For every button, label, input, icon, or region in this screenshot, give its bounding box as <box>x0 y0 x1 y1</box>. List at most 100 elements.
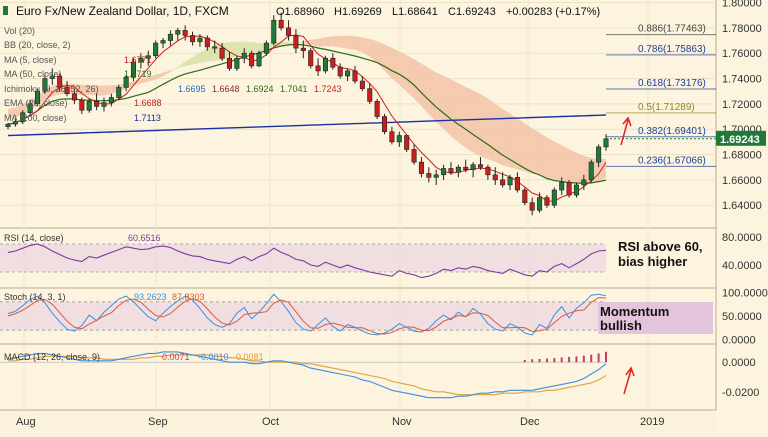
rsi-line <box>7 243 607 279</box>
candle-bearish <box>337 66 343 77</box>
candle-bullish <box>507 177 513 186</box>
macd-tick-label: -0.0200 <box>722 387 759 399</box>
macd-up-arrow <box>623 366 635 395</box>
candle-bearish <box>204 37 210 48</box>
ichimoku-cloud-segment <box>354 36 363 53</box>
candle-bullish <box>603 138 609 148</box>
ichimoku-cloud-segment <box>133 79 141 86</box>
ichimoku-cloud-segment <box>103 85 112 96</box>
ma5-label: MA (5, close) <box>4 55 57 65</box>
candle-bullish <box>27 103 33 114</box>
stoch-note-box <box>598 302 713 334</box>
candle-bearish <box>514 177 520 191</box>
ma50-line <box>7 43 607 184</box>
rsi-value: 60.6516 <box>128 233 161 243</box>
ichimoku-cloud-segment <box>332 35 341 48</box>
fib-level-label: 0.236(1.67066) <box>638 155 706 166</box>
candle-bullish <box>271 19 277 44</box>
candle-bullish <box>596 146 602 163</box>
ichimoku-cloud-segment <box>421 63 429 115</box>
candle-bullish <box>12 121 18 125</box>
candle-bearish <box>300 47 306 51</box>
x-tick-label: Sep <box>148 416 168 428</box>
ema-value: 1.6688 <box>134 98 162 108</box>
candle-bearish <box>94 101 100 107</box>
annotations: RSI above 60, bias higher Momentum bulli… <box>598 116 713 395</box>
ichimoku-cloud-segment <box>155 72 164 80</box>
stoch-note-line-2: bullish <box>600 318 642 333</box>
candle-bearish <box>566 182 572 196</box>
candle-bullish <box>588 161 594 181</box>
ma200-value: 1.7113 <box>134 113 161 123</box>
candle-bearish <box>529 202 535 211</box>
ichimoku-cloud-segment <box>251 42 260 54</box>
ichimoku-value-4: 1.7041 <box>280 84 308 94</box>
candle-bearish <box>485 166 491 176</box>
macd-tick-label: 0.0000 <box>722 357 756 369</box>
ma50-label: MA (50, close) <box>4 69 62 79</box>
rsi-note-line-1: RSI above 60, <box>618 239 703 254</box>
candle-bearish <box>219 47 225 59</box>
ichimoku-cloud-segment <box>569 149 577 184</box>
ichimoku-cloud-segment <box>199 48 208 64</box>
ichimoku-cloud-segment <box>450 79 459 143</box>
rsi-label: RSI (14, close) <box>4 233 64 243</box>
candle-bearish <box>492 174 498 181</box>
ichimoku-cloud-segment <box>192 52 200 65</box>
candle-bullish <box>470 164 476 171</box>
rsi-band <box>0 244 606 272</box>
ichimoku-cloud-segment <box>458 83 466 148</box>
candle-bullish <box>167 33 173 41</box>
candle-bullish <box>101 102 107 107</box>
ichimoku-cloud-segment <box>495 103 503 166</box>
candle-bearish <box>522 189 528 203</box>
ichimoku-cloud-segment <box>310 38 319 47</box>
vol-label: Vol (20) <box>4 26 35 36</box>
candle-bullish <box>108 97 114 103</box>
candle-bullish <box>537 197 543 211</box>
ichimoku-cloud-segment <box>406 55 415 99</box>
ma50-value: 1.6719 <box>124 69 152 79</box>
candle-bearish <box>57 75 63 88</box>
candle-bullish <box>123 76 129 88</box>
candle-bullish <box>5 123 11 127</box>
ichimoku-cloud-segment <box>517 118 525 172</box>
candle-bullish <box>581 179 587 186</box>
price-tick-label: 1.76000 <box>722 48 762 60</box>
ichimoku-cloud-segment <box>325 36 333 47</box>
ma5-value: 1.6771 <box>124 55 152 65</box>
candle-bullish <box>145 55 151 59</box>
candle-bearish <box>404 135 410 150</box>
ichimoku-cloud-segment <box>177 61 186 68</box>
price-tick-label: 1.78000 <box>722 23 762 35</box>
candle-bullish <box>322 57 328 72</box>
candle-bullish <box>197 37 203 43</box>
ichimoku-value-3: 1.6924 <box>246 84 274 94</box>
ichimoku-cloud-segment <box>510 113 518 170</box>
candle-bullish <box>49 75 55 79</box>
ichimoku-cloud-segment <box>436 72 444 129</box>
symbol-title: Euro Fx/New Zealand Dollar, 1D, FXCM <box>16 4 229 18</box>
candle-bullish <box>433 174 439 178</box>
candle-bullish <box>175 30 181 35</box>
ichimoku-cloud-segment <box>362 37 370 57</box>
ichimoku-cloud-segment <box>524 123 533 174</box>
stoch-tick-label: 100.0000 <box>722 287 768 299</box>
last-price-label: 1.69243 <box>720 134 760 146</box>
candle-bullish <box>256 52 262 67</box>
candle-bearish <box>463 166 469 171</box>
x-tick-label: Aug <box>16 416 36 428</box>
price-tick-label: 1.72000 <box>722 99 762 111</box>
x-tick-label: Oct <box>262 416 279 428</box>
macd-value: -0.0010 <box>198 352 229 362</box>
candle-bearish <box>382 116 388 133</box>
ichimoku-cloud-segment <box>539 132 547 179</box>
candle-bearish <box>500 179 506 186</box>
candle-bullish <box>455 166 461 173</box>
candle-bullish <box>263 42 269 54</box>
ma5-line <box>7 34 607 202</box>
price-up-arrow <box>620 116 632 146</box>
ichimoku-cloud-segment <box>340 35 348 49</box>
price-tick-label: 1.74000 <box>722 74 762 86</box>
